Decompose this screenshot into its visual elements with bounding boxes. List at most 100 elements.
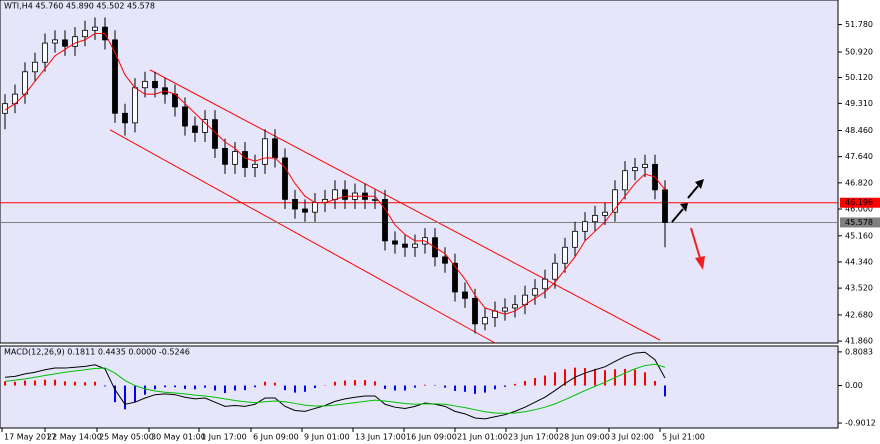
macd-bar	[554, 372, 556, 386]
candle-body	[342, 189, 348, 200]
candle-body	[152, 80, 158, 89]
candle-body	[622, 170, 628, 191]
trendline	[149, 69, 661, 341]
candle-body	[192, 125, 198, 133]
y-tick-label: 43.520	[845, 284, 873, 293]
candle-body	[512, 304, 518, 309]
macd-bar	[314, 385, 316, 389]
macd-bar	[444, 385, 446, 388]
x-tick-label: 6 Jun 09:00	[253, 433, 299, 442]
candle-body	[132, 87, 138, 124]
candle-body	[72, 36, 78, 47]
candle-body	[302, 208, 308, 213]
macd-bar	[44, 379, 46, 386]
y-tick-label: -0.9012	[845, 419, 876, 428]
macd-bar	[354, 380, 356, 386]
candle-body	[252, 163, 258, 168]
candle-body	[272, 138, 278, 159]
macd-bar	[514, 383, 516, 386]
candle-body	[562, 246, 568, 264]
macd-bar	[404, 385, 406, 391]
candle-body	[372, 199, 378, 201]
y-tick-label: 46.000	[845, 204, 873, 213]
macd-bar	[184, 385, 186, 389]
macd-bar	[374, 381, 376, 386]
x-tick-label: 13 Jun 17:00	[355, 433, 406, 442]
candle-body	[332, 189, 338, 200]
x-tick-label: 23 Jun 17:00	[508, 433, 559, 442]
candle-body	[142, 80, 148, 89]
x-tick-label: 1 Jun 17:00	[201, 433, 247, 442]
macd-bar	[34, 380, 36, 386]
macd-bar	[564, 369, 566, 386]
y-tick-label: 46.820	[845, 178, 873, 187]
x-tick-label: 28 Jun 09:00	[559, 433, 610, 442]
candle-body	[52, 39, 58, 44]
x-tick-label: 30 May 01:00	[151, 433, 206, 442]
macd-bar	[214, 385, 216, 391]
macd-bar	[414, 385, 416, 388]
candle-body	[92, 26, 98, 31]
candle-body	[552, 262, 558, 280]
macd-bar	[224, 385, 226, 394]
macd-bar	[344, 380, 346, 386]
macd-bar	[544, 375, 546, 386]
candle-body	[202, 119, 208, 133]
macd-bar	[264, 381, 266, 386]
x-tick-label: 9 Jun 01:00	[304, 433, 350, 442]
macd-bar	[24, 380, 26, 386]
candle-body	[542, 278, 548, 290]
candle-body	[62, 39, 68, 47]
macd-bar	[574, 367, 576, 386]
macd-bar	[94, 381, 96, 386]
candle-body	[312, 202, 318, 213]
macd-bar	[104, 385, 106, 387]
candle-body	[412, 243, 418, 248]
candle-body	[532, 288, 538, 296]
macd-bar	[464, 385, 466, 392]
candle-body	[602, 211, 608, 216]
macd-bar	[284, 385, 286, 391]
macd-line	[4, 363, 666, 414]
macd-bar	[394, 385, 396, 391]
y-tick-label: 42.680	[845, 310, 873, 319]
main-panel	[0, 0, 839, 344]
macd-bar	[254, 385, 256, 388]
candle-body	[482, 317, 488, 325]
y-tick-label: 0.00	[845, 381, 863, 390]
candle-body	[442, 256, 448, 264]
arrow	[687, 185, 699, 199]
candle-body	[632, 167, 638, 172]
price-level-box	[840, 197, 880, 208]
macd-bar	[634, 369, 636, 386]
macd-bar	[304, 385, 306, 392]
macd-bar	[114, 385, 116, 403]
candle-body	[232, 151, 238, 165]
y-tick-label: 50.120	[845, 73, 873, 82]
y-tick-label: 45.160	[845, 231, 873, 240]
price-level-label: 45.578	[845, 218, 873, 227]
candle-body	[122, 112, 128, 124]
x-tick-label: 22 May 14:00	[47, 433, 102, 442]
trendline	[109, 129, 496, 344]
y-tick-label: 48.460	[845, 126, 873, 135]
arrow	[690, 227, 701, 259]
macd-bar	[194, 385, 196, 390]
macd-bar	[14, 381, 16, 386]
macd-bar	[454, 385, 456, 391]
macd-bar	[644, 372, 646, 386]
macd-line	[4, 351, 666, 420]
macd-bar	[174, 385, 176, 388]
x-tick-label: 17 May 2017	[4, 433, 56, 442]
candle-body	[382, 199, 388, 242]
x-tick-label: 25 May 05:00	[99, 433, 154, 442]
candle-body	[662, 189, 668, 223]
macd-bar	[4, 381, 6, 386]
macd-bar	[604, 370, 606, 386]
macd-bar	[594, 368, 596, 386]
arrows	[671, 179, 705, 270]
candle-body	[612, 189, 618, 213]
macd-bar	[134, 385, 136, 403]
price-level-label: 46.196	[845, 198, 873, 207]
macd-bar	[364, 380, 366, 386]
